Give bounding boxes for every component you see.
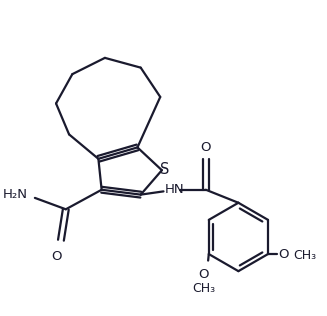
Text: O: O	[198, 268, 209, 281]
Text: CH₃: CH₃	[293, 249, 317, 262]
Text: S: S	[160, 162, 169, 177]
Text: O: O	[278, 247, 289, 261]
Text: CH₃: CH₃	[192, 282, 215, 295]
Text: HN: HN	[165, 183, 185, 196]
Text: O: O	[51, 250, 62, 263]
Text: O: O	[200, 141, 211, 154]
Text: H₂N: H₂N	[2, 188, 27, 201]
